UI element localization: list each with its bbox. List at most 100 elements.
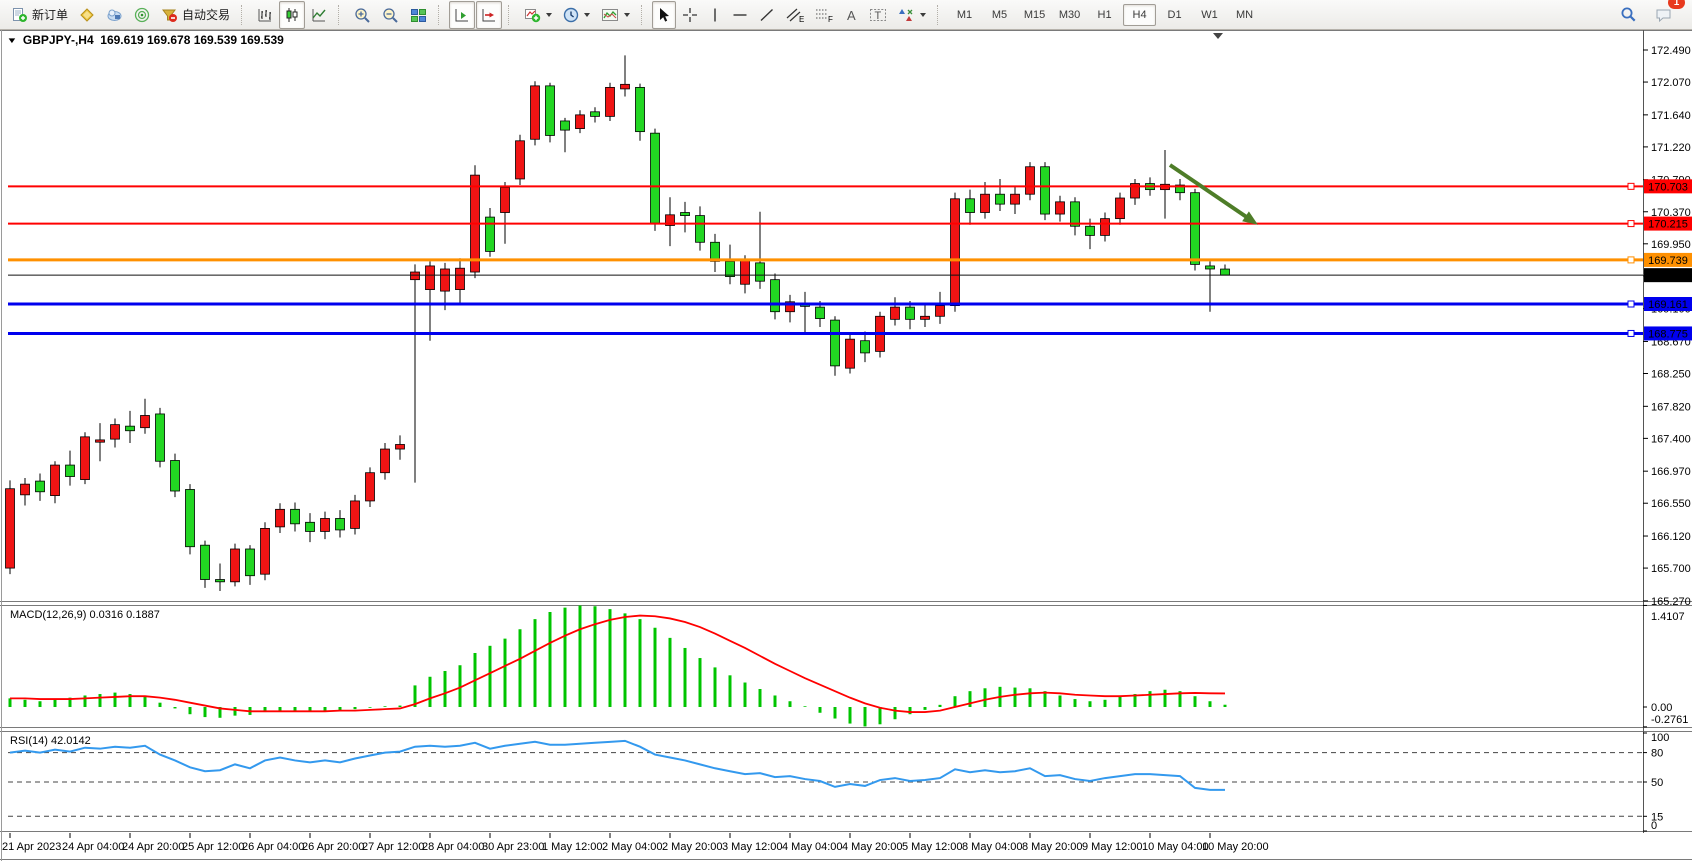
timeframe-MN[interactable]: MN — [1235, 8, 1254, 21]
svg-text:9 May 12:00: 9 May 12:00 — [1082, 841, 1143, 853]
annotation-arrow[interactable] — [1168, 163, 1258, 225]
tile-windows-icon — [411, 8, 427, 22]
svg-text:-0.2761: -0.2761 — [1651, 714, 1688, 726]
line-handle[interactable] — [1627, 300, 1635, 308]
timeframe-M30[interactable]: M30 — [1058, 8, 1081, 21]
data-window-button[interactable] — [101, 1, 128, 29]
zoom-in-button[interactable] — [349, 1, 376, 29]
auto-trading-button[interactable]: 自动交易 — [156, 1, 235, 29]
svg-text:0.00: 0.00 — [1651, 702, 1672, 714]
timeframe-D1[interactable]: D1 — [1167, 8, 1182, 21]
timeframe-W1[interactable]: W1 — [1201, 8, 1218, 21]
svg-text:171.220: 171.220 — [1651, 142, 1691, 154]
svg-text:2 May 20:00: 2 May 20:00 — [662, 841, 723, 853]
candle — [605, 86, 615, 117]
add-indicator-button[interactable] — [519, 1, 557, 29]
bar-chart-button[interactable] — [252, 1, 278, 29]
candle — [50, 464, 60, 496]
new-order-button[interactable]: 新订单 — [6, 1, 73, 29]
equidistant-channel-button[interactable]: E — [781, 1, 809, 29]
data-window-icon — [107, 9, 122, 21]
svg-text:168.250: 168.250 — [1651, 369, 1691, 381]
timeframe-M1[interactable]: M1 — [956, 8, 973, 21]
timeframe-M15[interactable]: M15 — [1023, 8, 1046, 21]
svg-text:170.703: 170.703 — [1648, 181, 1688, 193]
auto-trading-label: 自动交易 — [182, 8, 231, 22]
candle — [725, 260, 735, 278]
svg-text:167.400: 167.400 — [1651, 433, 1691, 445]
timeframe-H4[interactable]: H4 — [1123, 3, 1157, 26]
line-handle[interactable] — [1627, 220, 1635, 228]
tile-windows-button[interactable] — [405, 1, 432, 29]
text-icon: A — [847, 8, 856, 23]
candle — [1205, 265, 1215, 270]
symbol-dropdown-arrow[interactable]: ▼ — [6, 35, 18, 45]
fibonacci-button[interactable]: F — [810, 1, 838, 29]
svg-text:2 May 04:00: 2 May 04:00 — [602, 841, 663, 853]
add-indicator-caret — [546, 12, 553, 17]
svg-text:A: A — [847, 8, 856, 23]
candle — [20, 483, 30, 496]
arrow-objects-button[interactable] — [893, 1, 931, 29]
candle — [995, 193, 1005, 205]
line-chart-button[interactable] — [306, 1, 332, 29]
line-handle[interactable] — [1627, 329, 1635, 337]
chart-shift-marker[interactable] — [1213, 33, 1223, 39]
candle — [560, 120, 570, 131]
toolbar-separator — [241, 4, 246, 25]
candle — [740, 260, 750, 285]
market-watch-icon — [80, 7, 94, 22]
line-handle[interactable] — [1627, 256, 1635, 264]
candle — [365, 472, 375, 502]
candle — [830, 319, 840, 367]
candle — [1115, 197, 1125, 220]
candle — [380, 448, 390, 474]
candle — [215, 579, 225, 583]
candle — [140, 415, 150, 429]
chart-template-button[interactable] — [596, 1, 635, 29]
text-button[interactable]: A — [839, 1, 863, 29]
candle — [125, 425, 135, 432]
zoom-out-button[interactable] — [377, 1, 404, 29]
candlestick-chart-button[interactable] — [279, 0, 306, 29]
line-handle[interactable] — [1627, 182, 1635, 190]
period-clock-button[interactable] — [558, 1, 595, 29]
candle — [860, 340, 870, 354]
search-button[interactable] — [1615, 1, 1642, 29]
market-watch-button[interactable] — [74, 1, 100, 29]
crosshair-button[interactable] — [677, 1, 703, 29]
vertical-line-button[interactable] — [704, 1, 726, 29]
timeframe-H1[interactable]: H1 — [1097, 8, 1112, 21]
svg-text:1 May 12:00: 1 May 12:00 — [542, 841, 603, 853]
horizontal-line-button[interactable] — [727, 1, 753, 29]
candle — [410, 271, 420, 281]
candle — [755, 262, 765, 282]
trendline-button[interactable] — [754, 1, 780, 29]
cursor-icon — [660, 7, 670, 22]
svg-text:172.490: 172.490 — [1651, 45, 1691, 57]
candle — [110, 424, 120, 440]
price-tags: 170.703 170.215 169.739 169.539 169.161 168.7… — [1644, 179, 1692, 341]
auto-scroll-button[interactable] — [449, 0, 476, 29]
timeframe-M5[interactable]: M5 — [991, 8, 1008, 21]
chart-shift-icon — [482, 8, 496, 21]
text-label-button[interactable]: T — [864, 1, 892, 29]
svg-text:15: 15 — [1651, 811, 1663, 823]
candle — [1025, 166, 1035, 195]
candle — [635, 86, 645, 133]
candle — [290, 508, 300, 525]
svg-text:3 May 12:00: 3 May 12:00 — [722, 841, 783, 853]
candle — [335, 518, 345, 531]
zoom-in-icon — [355, 7, 370, 23]
navigator-button[interactable] — [129, 1, 155, 29]
cursor-button[interactable] — [652, 0, 677, 29]
svg-text:4 May 04:00: 4 May 04:00 — [782, 841, 843, 853]
indicator-axes: 1.4107 0.00-0.2761 100 80 50 150 — [1643, 604, 1688, 832]
candle — [155, 413, 165, 462]
chart-shift-button[interactable] — [476, 0, 503, 29]
candle — [200, 544, 210, 580]
svg-text:166.970: 166.970 — [1651, 466, 1691, 478]
candle — [455, 267, 465, 290]
notifications-button[interactable]: 1 — [1650, 0, 1685, 29]
